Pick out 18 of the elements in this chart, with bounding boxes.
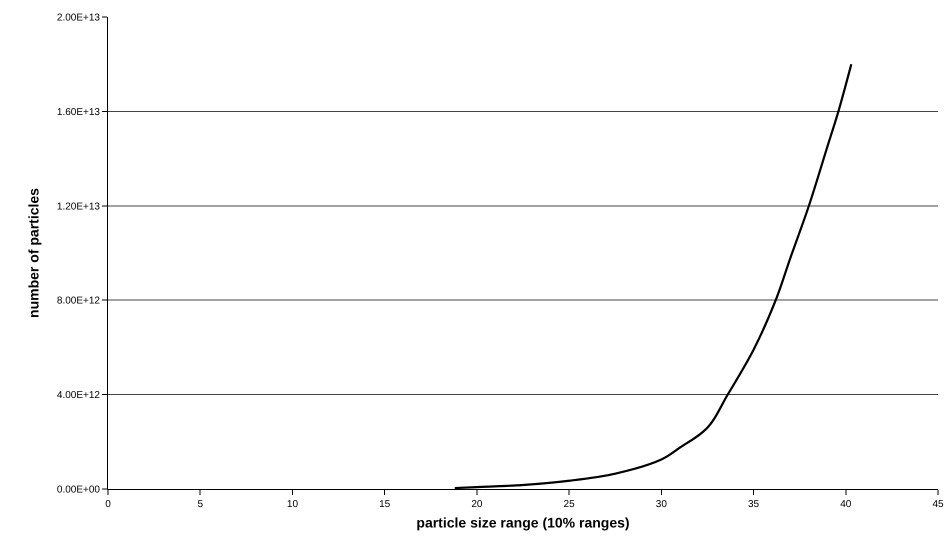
x-tick-label: 35 <box>748 499 760 510</box>
y-tick-label: 1.20E+13 <box>56 201 100 212</box>
x-axis-title: particle size range (10% ranges) <box>416 514 630 530</box>
x-tick-label: 45 <box>932 499 944 510</box>
y-tick-label: 4.00E+12 <box>56 390 100 402</box>
y-tick-label: 2.00E+13 <box>56 12 100 24</box>
y-axis-title: number of particles <box>25 188 42 318</box>
y-tick-label: 1.60E+13 <box>56 106 100 118</box>
x-tick-label: 0 <box>105 499 112 510</box>
x-tick-label: 5 <box>197 499 204 510</box>
x-tick-label: 10 <box>286 499 298 510</box>
x-tick-label: 40 <box>840 499 852 510</box>
x-tick-label: 15 <box>379 499 391 510</box>
y-tick-label: 0.00E+00 <box>56 484 100 496</box>
x-tick-label: 30 <box>656 499 668 510</box>
x-tick-label: 25 <box>564 499 576 510</box>
y-tick-label: 8.00E+12 <box>56 296 100 307</box>
x-tick-label: 20 <box>471 499 483 510</box>
